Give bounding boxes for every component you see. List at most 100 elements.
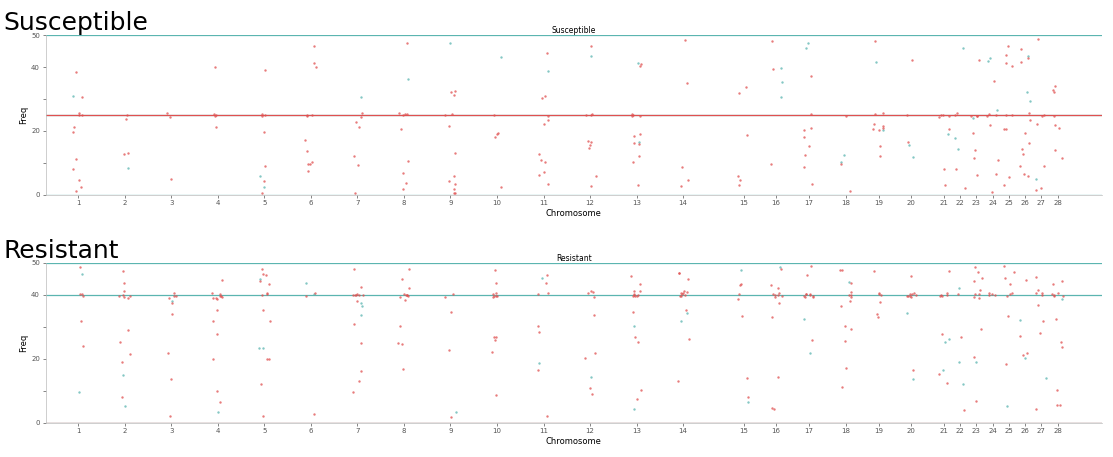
Point xyxy=(1053,278,1071,285)
Point xyxy=(115,293,132,301)
Point xyxy=(168,292,186,299)
Point xyxy=(843,325,860,333)
Point xyxy=(398,291,416,298)
Point xyxy=(1045,291,1063,298)
Point xyxy=(1021,139,1038,147)
Point xyxy=(971,57,988,64)
Point xyxy=(956,184,974,191)
Point xyxy=(798,271,816,279)
Point xyxy=(119,326,137,333)
Point xyxy=(968,172,986,179)
Point xyxy=(347,290,365,297)
Point xyxy=(445,185,463,192)
Point xyxy=(297,279,315,287)
Point xyxy=(904,367,922,374)
Point xyxy=(840,292,858,299)
Point xyxy=(772,94,790,101)
Point xyxy=(833,266,850,273)
Point xyxy=(902,272,919,280)
Point xyxy=(997,51,1015,58)
Point xyxy=(395,290,413,298)
Point xyxy=(865,267,883,274)
Point xyxy=(630,152,648,159)
Point xyxy=(804,336,821,343)
Point xyxy=(966,147,984,154)
Point xyxy=(1046,82,1064,89)
Point xyxy=(580,145,598,152)
Point xyxy=(205,110,223,117)
Point xyxy=(936,338,954,345)
Point xyxy=(940,335,958,343)
Point xyxy=(400,285,417,292)
Point xyxy=(1034,317,1052,324)
Point xyxy=(166,290,184,297)
Point xyxy=(1013,145,1031,153)
Point xyxy=(582,112,600,119)
Point xyxy=(531,328,549,335)
Point xyxy=(587,173,604,180)
Point xyxy=(1027,289,1045,297)
Point xyxy=(305,42,323,49)
Point xyxy=(1035,111,1053,118)
Point xyxy=(583,289,601,296)
Point xyxy=(1044,291,1062,298)
Point xyxy=(533,274,551,282)
Point xyxy=(630,140,648,148)
Point xyxy=(1027,175,1045,183)
Point xyxy=(582,182,600,190)
Point xyxy=(933,291,951,298)
X-axis label: Chromosome: Chromosome xyxy=(545,437,602,446)
Point xyxy=(70,264,88,271)
Point xyxy=(836,322,854,329)
Point xyxy=(983,189,1001,196)
Point xyxy=(949,291,967,298)
Point xyxy=(870,289,888,297)
Point xyxy=(999,313,1017,320)
Point xyxy=(487,131,505,138)
Point xyxy=(352,283,370,291)
Point xyxy=(632,60,650,68)
Point xyxy=(965,353,983,361)
Point xyxy=(1050,290,1067,297)
Point xyxy=(1021,110,1038,117)
Point xyxy=(252,172,269,179)
Point xyxy=(73,94,91,101)
Point xyxy=(996,274,1014,282)
Point xyxy=(252,276,269,283)
Point xyxy=(954,380,972,388)
Point xyxy=(874,127,892,134)
Point xyxy=(353,311,371,319)
Point xyxy=(677,37,695,44)
Point xyxy=(966,358,984,366)
Point xyxy=(979,57,997,64)
Point xyxy=(831,266,849,274)
Point xyxy=(393,340,411,348)
Point xyxy=(1047,387,1065,394)
Point xyxy=(933,292,951,300)
Point xyxy=(938,379,956,387)
Point xyxy=(539,68,556,75)
Point xyxy=(1027,187,1045,194)
Point xyxy=(1003,111,1021,118)
Point xyxy=(392,322,410,329)
Point xyxy=(207,111,225,118)
Point xyxy=(1053,344,1071,351)
Point xyxy=(585,311,603,318)
Point xyxy=(70,176,88,183)
Point xyxy=(1015,170,1033,178)
Point xyxy=(353,109,371,117)
Point xyxy=(772,78,790,85)
Point xyxy=(903,293,920,301)
Point xyxy=(67,69,85,76)
Text: Resistant: Resistant xyxy=(3,239,119,263)
Point xyxy=(874,125,892,132)
Point xyxy=(254,306,272,314)
Point xyxy=(398,75,416,82)
Point xyxy=(486,292,504,300)
Point xyxy=(772,64,790,72)
Point xyxy=(624,292,642,299)
Point xyxy=(1014,351,1032,359)
Point xyxy=(486,280,504,287)
Point xyxy=(255,345,273,352)
Point xyxy=(305,59,323,66)
